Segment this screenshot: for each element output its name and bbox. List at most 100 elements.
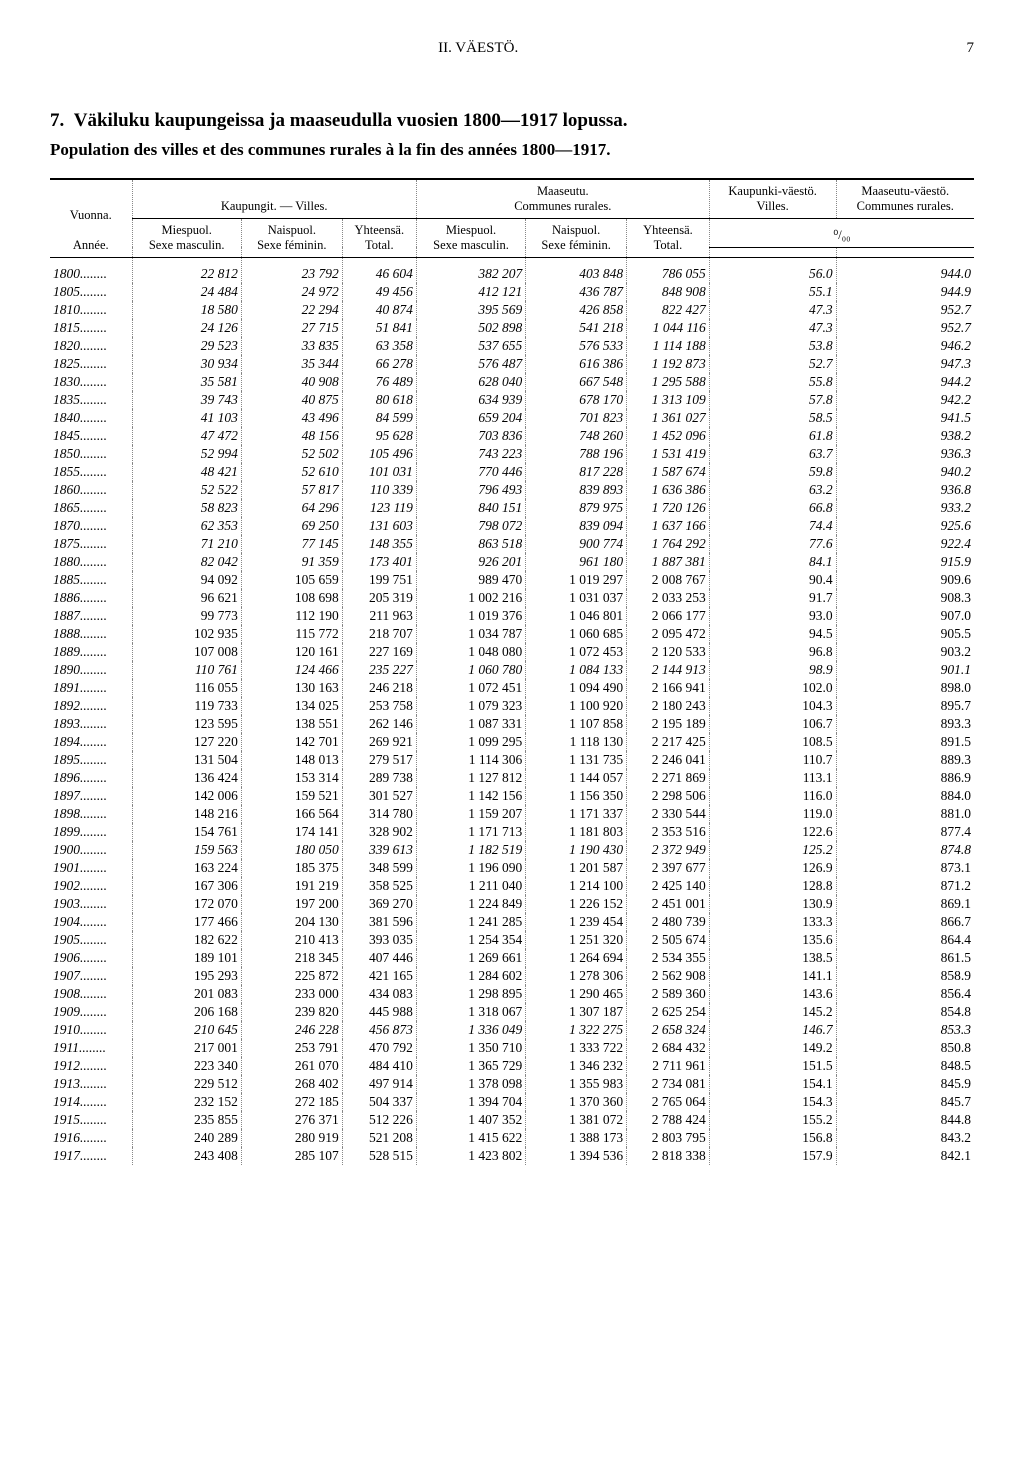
data-cell: 1 224 849 xyxy=(416,895,525,913)
table-title: 7. Väkiluku kaupungeissa ja maaseudulla … xyxy=(50,110,974,132)
data-cell: 280 919 xyxy=(241,1129,342,1147)
data-cell: 348 599 xyxy=(342,859,416,877)
data-cell: 667 548 xyxy=(526,373,627,391)
table-row: 1901........163 224185 375348 5991 196 0… xyxy=(50,859,974,877)
year-cell: 1906........ xyxy=(50,949,132,967)
year-cell: 1913........ xyxy=(50,1075,132,1093)
data-cell: 393 035 xyxy=(342,931,416,949)
data-cell: 1 284 602 xyxy=(416,967,525,985)
data-cell: 57 817 xyxy=(241,481,342,499)
data-cell: 1 226 152 xyxy=(526,895,627,913)
table-row: 1850........52 99452 502105 496743 22378… xyxy=(50,445,974,463)
data-cell: 47 472 xyxy=(132,427,241,445)
table-row: 1892........119 733134 025253 7581 079 3… xyxy=(50,697,974,715)
table-row: 1840........41 10343 49684 599659 204701… xyxy=(50,409,974,427)
data-cell: 64 296 xyxy=(241,499,342,517)
data-cell: 936.8 xyxy=(836,481,974,499)
data-cell: 96 621 xyxy=(132,589,241,607)
table-row: 1914........232 152272 185504 3371 394 7… xyxy=(50,1093,974,1111)
data-cell: 153 314 xyxy=(241,769,342,787)
data-cell: 1 114 188 xyxy=(627,337,710,355)
data-cell: 218 345 xyxy=(241,949,342,967)
data-cell: 63 358 xyxy=(342,337,416,355)
data-cell: 703 836 xyxy=(416,427,525,445)
data-cell: 197 200 xyxy=(241,895,342,913)
year-cell: 1916........ xyxy=(50,1129,132,1147)
data-cell: 1 060 685 xyxy=(526,625,627,643)
data-cell: 289 738 xyxy=(342,769,416,787)
year-cell: 1904........ xyxy=(50,913,132,931)
data-cell: 201 083 xyxy=(132,985,241,1003)
year-cell: 1899........ xyxy=(50,823,132,841)
data-cell: 279 517 xyxy=(342,751,416,769)
data-cell: 77.6 xyxy=(709,535,836,553)
year-cell: 1888........ xyxy=(50,625,132,643)
data-cell: 239 820 xyxy=(241,1003,342,1021)
data-cell: 1 072 453 xyxy=(526,643,627,661)
year-cell: 1890........ xyxy=(50,661,132,679)
data-cell: 748 260 xyxy=(526,427,627,445)
data-cell: 108.5 xyxy=(709,733,836,751)
year-cell: 1905........ xyxy=(50,931,132,949)
year-cell: 1914........ xyxy=(50,1093,132,1111)
data-cell: 180 050 xyxy=(241,841,342,859)
data-cell: 407 446 xyxy=(342,949,416,967)
data-cell: 163 224 xyxy=(132,859,241,877)
data-cell: 98.9 xyxy=(709,661,836,679)
data-cell: 90.4 xyxy=(709,571,836,589)
data-cell: 205 319 xyxy=(342,589,416,607)
data-cell: 922.4 xyxy=(836,535,974,553)
data-cell: 1 034 787 xyxy=(416,625,525,643)
data-cell: 2 330 544 xyxy=(627,805,710,823)
data-cell: 743 223 xyxy=(416,445,525,463)
data-cell: 1 087 331 xyxy=(416,715,525,733)
data-cell: 84.1 xyxy=(709,553,836,571)
data-cell: 104.3 xyxy=(709,697,836,715)
data-cell: 1 278 306 xyxy=(526,967,627,985)
page-number: 7 xyxy=(967,40,975,57)
year-cell: 1840........ xyxy=(50,409,132,427)
data-cell: 1 171 713 xyxy=(416,823,525,841)
data-cell: 1 350 710 xyxy=(416,1039,525,1057)
data-cell: 900 774 xyxy=(526,535,627,553)
data-cell: 2 033 253 xyxy=(627,589,710,607)
data-cell: 484 410 xyxy=(342,1057,416,1075)
data-cell: 901.1 xyxy=(836,661,974,679)
data-cell: 101 031 xyxy=(342,463,416,481)
data-cell: 634 939 xyxy=(416,391,525,409)
data-cell: 358 525 xyxy=(342,877,416,895)
data-cell: 123 119 xyxy=(342,499,416,517)
data-cell: 1 159 207 xyxy=(416,805,525,823)
table-subtitle: Population des villes et des communes ru… xyxy=(50,140,974,160)
data-cell: 798 072 xyxy=(416,517,525,535)
data-cell: 382 207 xyxy=(416,258,525,284)
data-cell: 115 772 xyxy=(241,625,342,643)
data-cell: 116 055 xyxy=(132,679,241,697)
data-cell: 903.2 xyxy=(836,643,974,661)
col-urbanpop: Kaupunki-väestö. Villes. xyxy=(709,179,836,219)
data-cell: 156.8 xyxy=(709,1129,836,1147)
col-rural-female: Naispuol. Sexe féminin. xyxy=(526,219,627,258)
table-row: 1860........52 52257 817110 339796 49383… xyxy=(50,481,974,499)
data-cell: 1 156 350 xyxy=(526,787,627,805)
data-cell: 154 761 xyxy=(132,823,241,841)
table-row: 1899........154 761174 141328 9021 171 7… xyxy=(50,823,974,841)
data-cell: 1 313 109 xyxy=(627,391,710,409)
data-cell: 1 887 381 xyxy=(627,553,710,571)
year-cell: 1896........ xyxy=(50,769,132,787)
data-cell: 1 290 465 xyxy=(526,985,627,1003)
data-cell: 120 161 xyxy=(241,643,342,661)
data-cell: 848.5 xyxy=(836,1057,974,1075)
year-cell: 1805........ xyxy=(50,283,132,301)
data-cell: 961 180 xyxy=(526,553,627,571)
year-cell: 1911........ xyxy=(50,1039,132,1057)
data-cell: 94 092 xyxy=(132,571,241,589)
data-cell: 199 751 xyxy=(342,571,416,589)
data-cell: 2 803 795 xyxy=(627,1129,710,1147)
data-cell: 2 480 739 xyxy=(627,913,710,931)
data-cell: 110 761 xyxy=(132,661,241,679)
data-cell: 262 146 xyxy=(342,715,416,733)
data-cell: 210 645 xyxy=(132,1021,241,1039)
data-cell: 2 734 081 xyxy=(627,1075,710,1093)
data-cell: 269 921 xyxy=(342,733,416,751)
